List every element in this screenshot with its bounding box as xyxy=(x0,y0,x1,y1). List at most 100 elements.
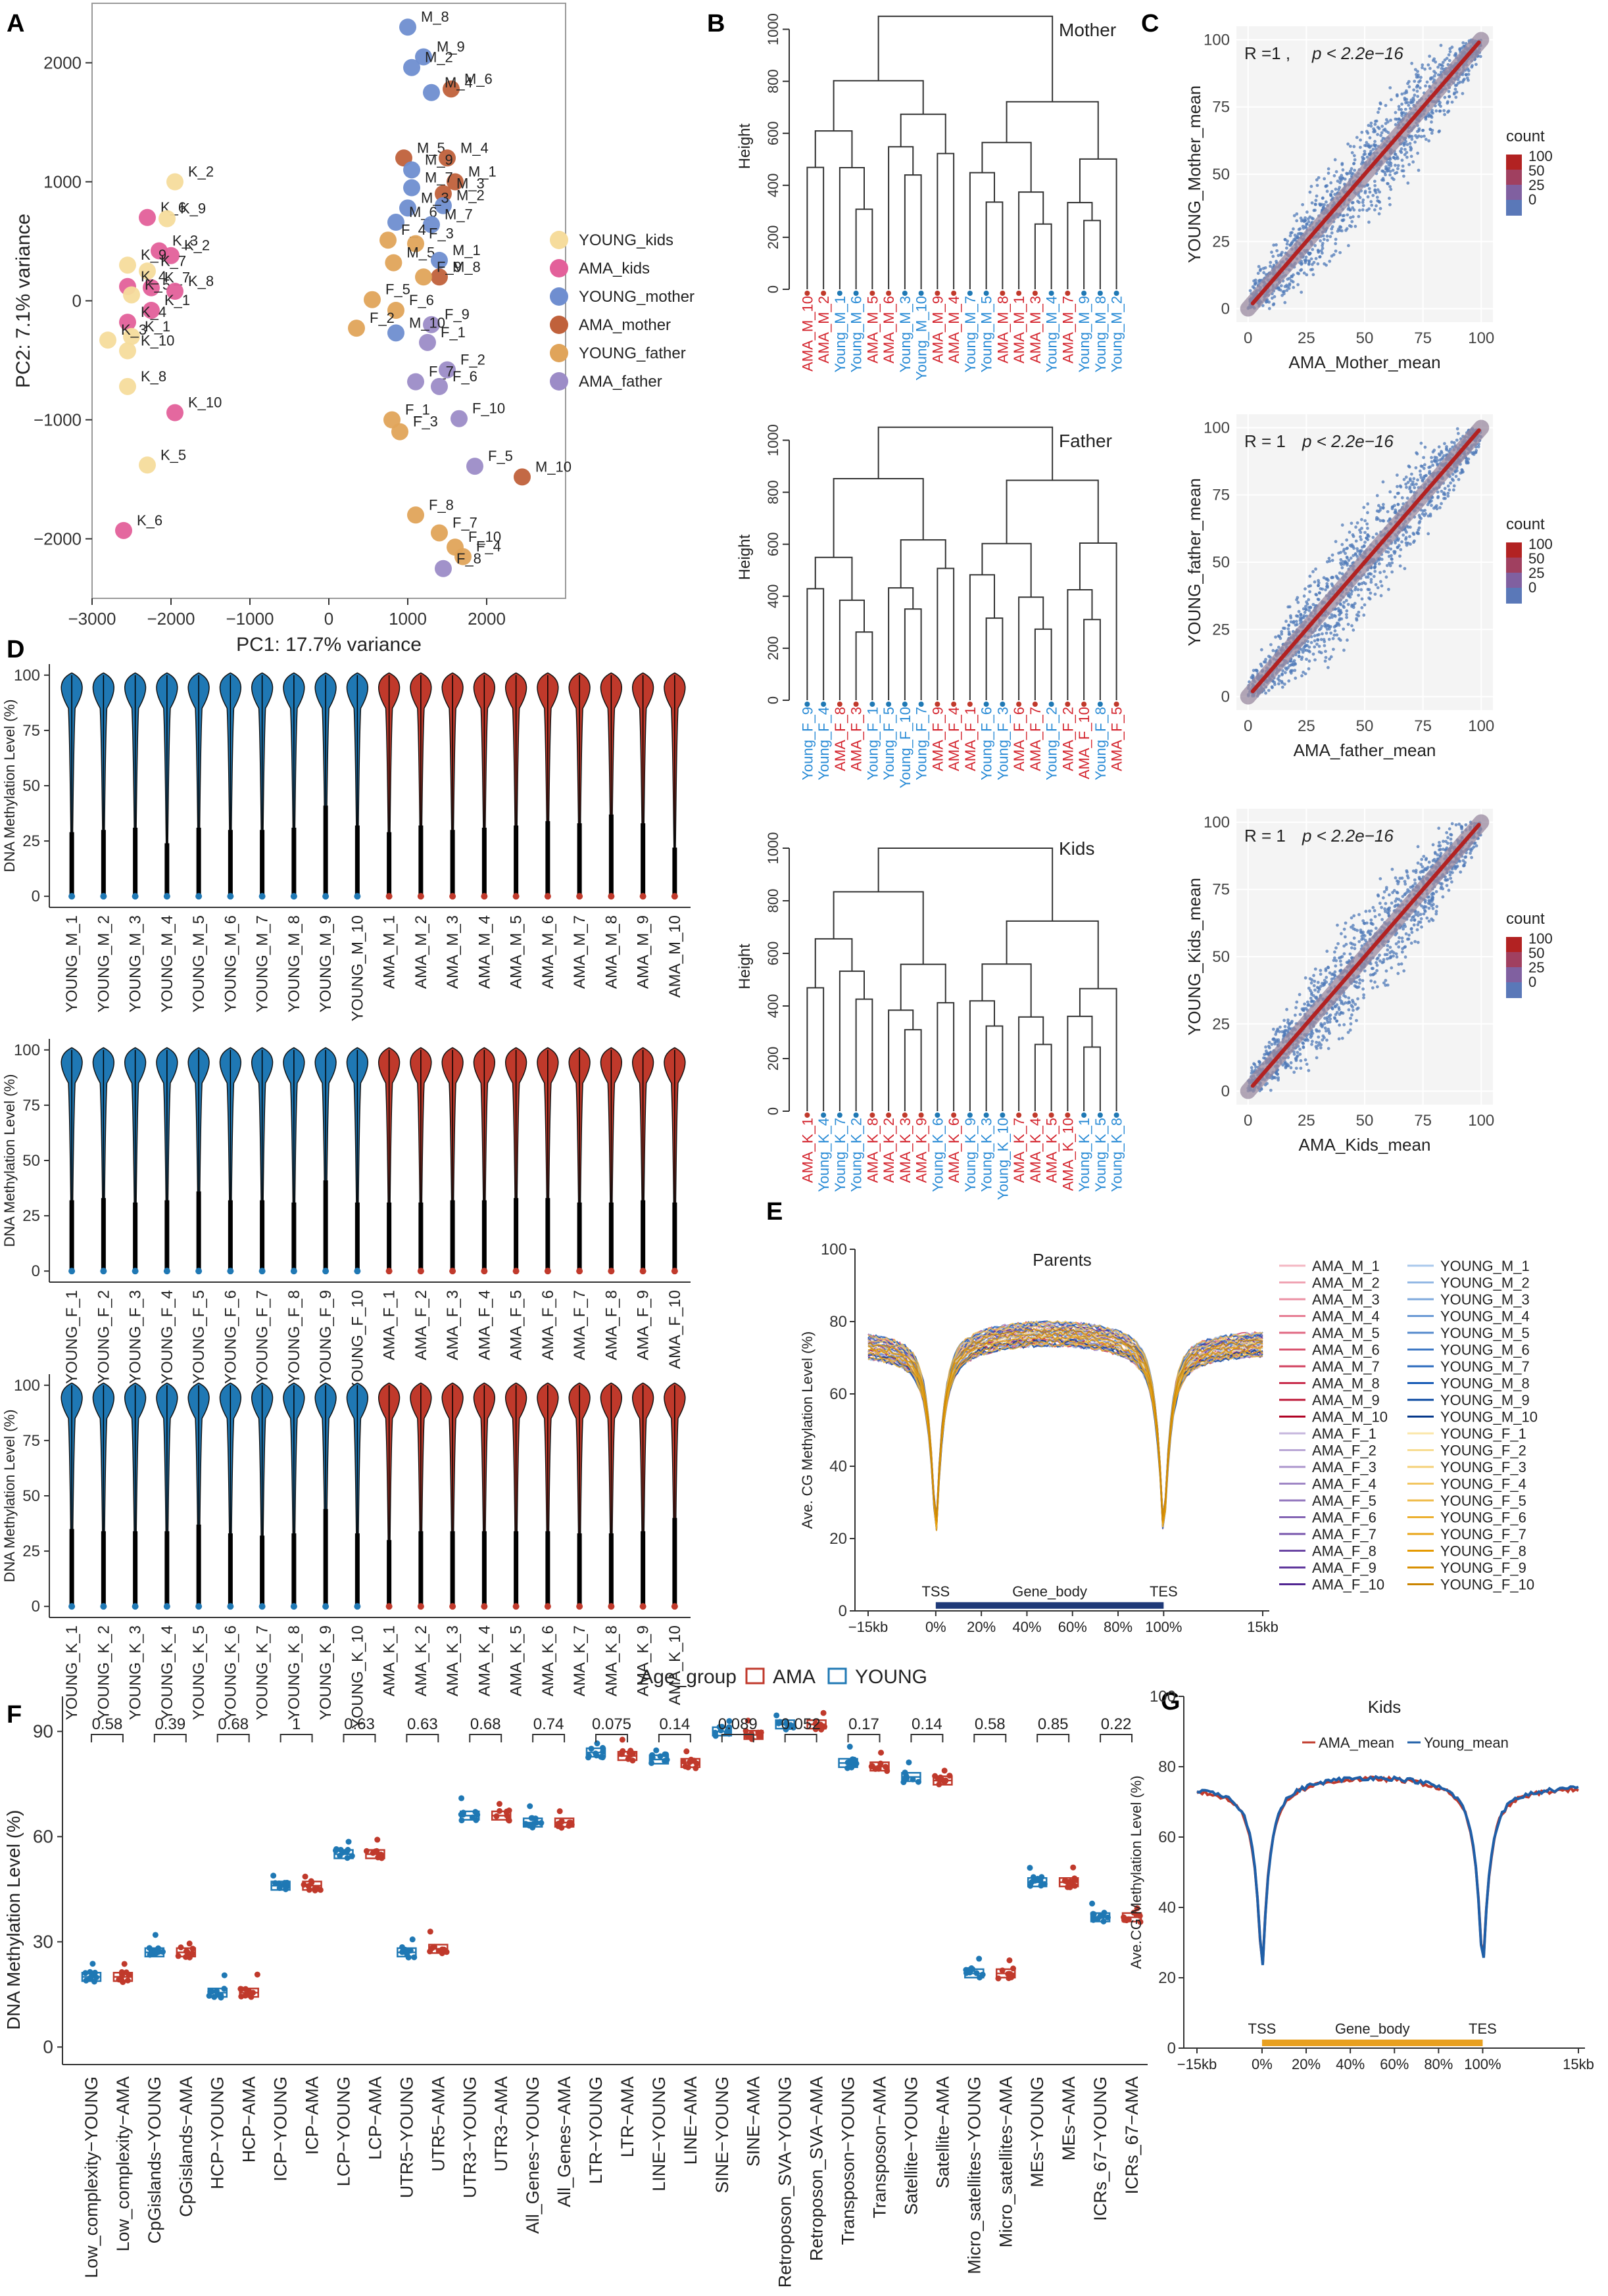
dendrogram-link xyxy=(900,963,946,1011)
density-point xyxy=(1399,548,1403,552)
density-point xyxy=(1396,167,1400,170)
density-point xyxy=(1346,213,1350,217)
pca-point xyxy=(119,314,136,331)
pca-point xyxy=(119,377,136,395)
density-point xyxy=(1280,1030,1284,1034)
dendrogram-link xyxy=(1083,220,1101,289)
density-point xyxy=(1326,665,1330,669)
density-point xyxy=(1348,544,1352,547)
density-point xyxy=(1382,981,1386,985)
leaf-label: AMA_M_6 xyxy=(881,296,897,364)
density-point xyxy=(1467,69,1471,72)
density-point xyxy=(1302,594,1306,598)
pca-point xyxy=(403,59,420,76)
density-point xyxy=(1307,659,1311,663)
density-point xyxy=(1443,487,1447,490)
violin-label: YOUNG_M_9 xyxy=(317,915,335,1013)
y-axis-title: Height xyxy=(736,534,754,580)
density-point xyxy=(1327,1047,1330,1051)
density-point xyxy=(1277,1040,1280,1044)
density-point xyxy=(1412,88,1416,92)
density-point xyxy=(1340,617,1344,621)
density-point xyxy=(1437,130,1441,133)
density-point xyxy=(1392,954,1396,958)
density-point xyxy=(1325,1018,1329,1022)
density-point xyxy=(1277,254,1280,257)
density-point xyxy=(1430,504,1433,508)
density-point xyxy=(1330,615,1334,619)
density-point xyxy=(1286,239,1290,243)
density-point xyxy=(1375,515,1378,519)
density-point xyxy=(1350,946,1353,950)
density-point xyxy=(1304,608,1307,611)
density-point xyxy=(1432,78,1436,82)
density-point xyxy=(1426,63,1430,67)
tss-label: TSS xyxy=(921,1583,950,1600)
density-point xyxy=(1345,615,1349,619)
density-point xyxy=(1378,190,1382,194)
panel-label-d: D xyxy=(7,636,24,663)
density-point xyxy=(1400,103,1403,106)
density-ridge xyxy=(1250,823,1481,1088)
density-point xyxy=(1303,644,1307,648)
y-tick-label: 25 xyxy=(1212,621,1230,638)
density-point xyxy=(1453,84,1457,87)
density-point xyxy=(1400,112,1403,115)
violin-label: YOUNG_M_7 xyxy=(254,915,272,1013)
y-tick-label: 100 xyxy=(14,667,40,684)
y-tick-label: 0 xyxy=(1221,300,1230,318)
density-point xyxy=(1407,937,1411,941)
density-point xyxy=(1283,627,1286,631)
density-point xyxy=(1375,532,1378,536)
legend-swatch xyxy=(550,259,568,277)
density-point xyxy=(1438,840,1441,844)
density-point xyxy=(1445,448,1449,452)
density-point xyxy=(1432,448,1436,452)
density-point xyxy=(1339,932,1343,936)
violin-min-dot xyxy=(258,893,266,900)
leaf-dot xyxy=(869,1112,875,1118)
leaf-label: Young_M_3 xyxy=(897,296,914,373)
density-point xyxy=(1474,62,1478,66)
density-point xyxy=(1352,154,1356,158)
density-point xyxy=(1388,203,1392,206)
leaf-dot xyxy=(1113,291,1119,296)
density-point xyxy=(1353,586,1357,589)
density-point xyxy=(1397,940,1401,944)
leaf-label: AMA_K_3 xyxy=(897,1118,914,1183)
pca-point-label: M_8 xyxy=(452,258,481,275)
density-point xyxy=(1269,264,1272,268)
density-point xyxy=(1308,251,1312,255)
density-point xyxy=(1457,477,1461,481)
density-point xyxy=(1369,591,1373,595)
density-point xyxy=(1418,86,1422,90)
density-point xyxy=(1331,575,1335,579)
violin-min-dot xyxy=(608,893,615,900)
density-point xyxy=(1286,627,1290,631)
density-point xyxy=(1378,959,1382,963)
density-point xyxy=(1334,946,1338,950)
density-point xyxy=(1380,961,1384,965)
pca-point-label: M_3 xyxy=(456,176,485,192)
density-point xyxy=(1319,651,1323,655)
y-tick-label: 75 xyxy=(22,1432,40,1450)
density-point xyxy=(1256,272,1260,275)
pca-point-label: F_3 xyxy=(413,414,438,430)
density-point xyxy=(1411,531,1415,535)
density-point xyxy=(1346,563,1349,567)
leaf-label: AMA_F_6 xyxy=(1011,707,1027,771)
density-point xyxy=(1355,521,1359,525)
density-point xyxy=(1444,878,1448,882)
density-point xyxy=(1339,1011,1343,1015)
density-point xyxy=(1281,290,1285,294)
violin-label: AMA_M_10 xyxy=(666,915,684,997)
density-point xyxy=(1321,587,1325,591)
dendrogram-link xyxy=(1018,191,1044,289)
legend-swatch xyxy=(550,372,568,391)
density-point xyxy=(1401,502,1405,506)
x-tick-label: 80% xyxy=(1104,1619,1133,1635)
density-point xyxy=(1376,199,1380,203)
density-point xyxy=(1319,1046,1323,1050)
density-point xyxy=(1361,160,1365,164)
